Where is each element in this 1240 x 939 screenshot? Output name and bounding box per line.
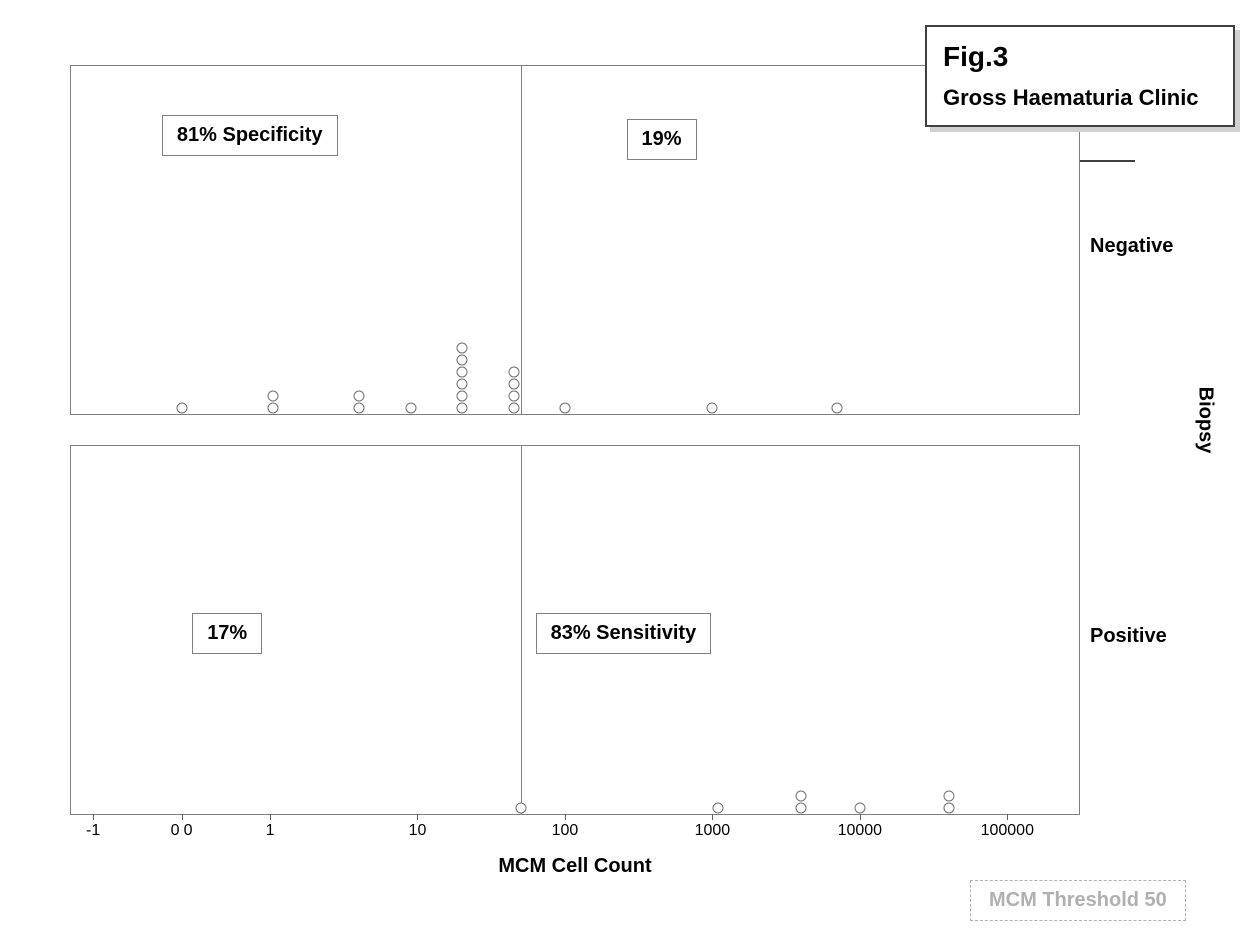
data-marker [796,803,807,814]
data-marker [713,803,724,814]
data-marker [456,355,467,366]
data-marker [456,403,467,414]
data-marker [176,403,187,414]
x-tick [1007,814,1008,820]
x-tick [565,814,566,820]
data-marker [943,791,954,802]
x-tick-label: 10 [409,822,427,840]
threshold-line-top [521,66,522,414]
x-tick-label: 100 [552,822,579,840]
data-marker [854,803,865,814]
data-marker [268,403,279,414]
quadrant-bottom-left: 17% [192,613,262,654]
x-tick [860,814,861,820]
data-marker [831,403,842,414]
threshold-legend: MCM Threshold 50 [970,880,1186,921]
data-marker [943,803,954,814]
data-marker [559,403,570,414]
quadrant-bottom-right: 83% Sensitivity [536,613,712,654]
quadrant-top-left: 81% Specificity [162,115,338,156]
group-label-positive: Positive [1090,625,1167,648]
data-marker [508,391,519,402]
y-axis-title: Biopsy [1194,387,1217,454]
title-connector-line [1080,160,1135,162]
data-marker [268,391,279,402]
chart-container: 81% Specificity 19% 17% 83% Sensitivity … [70,65,1080,815]
data-marker [456,367,467,378]
figure-number: Fig.3 [943,41,1217,73]
data-marker [456,379,467,390]
figure-title-box: Fig.3 Gross Haematuria Clinic [925,25,1235,127]
x-tick [712,814,713,820]
threshold-line-bottom [521,446,522,814]
panel-positive: 17% 83% Sensitivity -1001101001000100001… [70,445,1080,815]
x-tick-label: 00 [171,822,193,840]
data-marker [707,403,718,414]
x-tick [93,814,94,820]
group-label-negative: Negative [1090,235,1173,258]
data-marker [353,403,364,414]
x-tick [270,814,271,820]
data-marker [508,403,519,414]
data-marker [508,367,519,378]
figure-title: Gross Haematuria Clinic [943,85,1217,111]
data-marker [515,803,526,814]
data-marker [456,343,467,354]
x-tick-label: 1 [266,822,275,840]
x-axis-title: MCM Cell Count [70,855,1080,878]
x-tick [417,814,418,820]
x-tick [182,814,183,820]
data-marker [405,403,416,414]
data-marker [508,379,519,390]
x-tick-label: 1000 [695,822,731,840]
quadrant-top-right: 19% [627,119,697,160]
data-marker [796,791,807,802]
x-tick-label: 100000 [981,822,1034,840]
data-marker [456,391,467,402]
x-tick-label: -1 [86,822,100,840]
x-tick-label: 10000 [838,822,883,840]
data-marker [353,391,364,402]
